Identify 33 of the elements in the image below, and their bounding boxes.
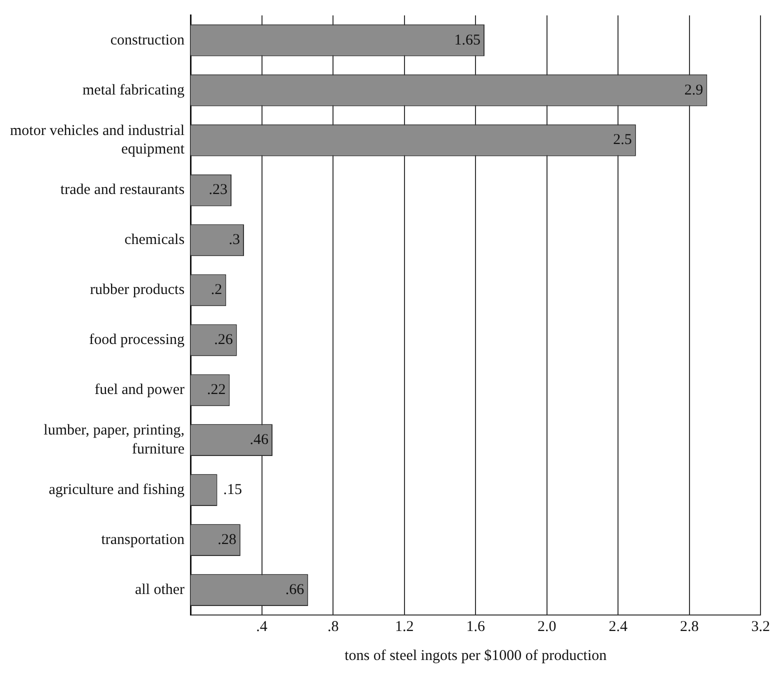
y-tick-label: transportation (101, 532, 186, 548)
y-tick-label: chemicals (124, 232, 185, 248)
data-label: 1.65 (454, 32, 480, 48)
data-label: .66 (285, 582, 305, 598)
y-tick-label: food processing (89, 332, 186, 348)
y-tick-label: fuel and power (94, 382, 185, 398)
x-tick-label: 2.8 (680, 618, 699, 635)
data-label: 2.9 (684, 82, 704, 98)
y-tick-label: rubber products (90, 282, 185, 298)
data-label: .22 (206, 382, 226, 398)
data-label: .26 (214, 332, 234, 348)
data-label: .2 (210, 282, 222, 298)
x-tick-label: 2.0 (537, 618, 556, 635)
y-tick-label: all other (134, 582, 185, 598)
x-tick-label: .8 (327, 618, 339, 635)
data-label: 2.5 (613, 132, 632, 148)
x-tick-label: .4 (256, 618, 268, 635)
y-tick-label: construction (110, 32, 186, 48)
y-tick-label: metal fabricating (82, 82, 186, 98)
x-axis-title: tons of steel ingots per $1000 of production (344, 648, 608, 664)
x-tick-label: 2.4 (608, 618, 628, 635)
x-tick-label: 3.2 (751, 618, 770, 635)
y-tick-label: trade and restaurants (60, 182, 185, 198)
data-label: .23 (208, 182, 228, 198)
data-label: .28 (218, 532, 236, 548)
y-tick-label: lumber, paper, printing, furniture (44, 422, 185, 458)
y-tick-label: agriculture and fishing (48, 482, 186, 498)
data-label: .3 (228, 232, 240, 248)
x-tick-label: 1.6 (466, 618, 486, 635)
x-tick-label: 1.2 (394, 618, 414, 635)
data-label: .46 (250, 432, 269, 448)
data-label: .15 (223, 482, 242, 498)
y-tick-label: motor vehicles and industrial equipment (10, 122, 186, 158)
